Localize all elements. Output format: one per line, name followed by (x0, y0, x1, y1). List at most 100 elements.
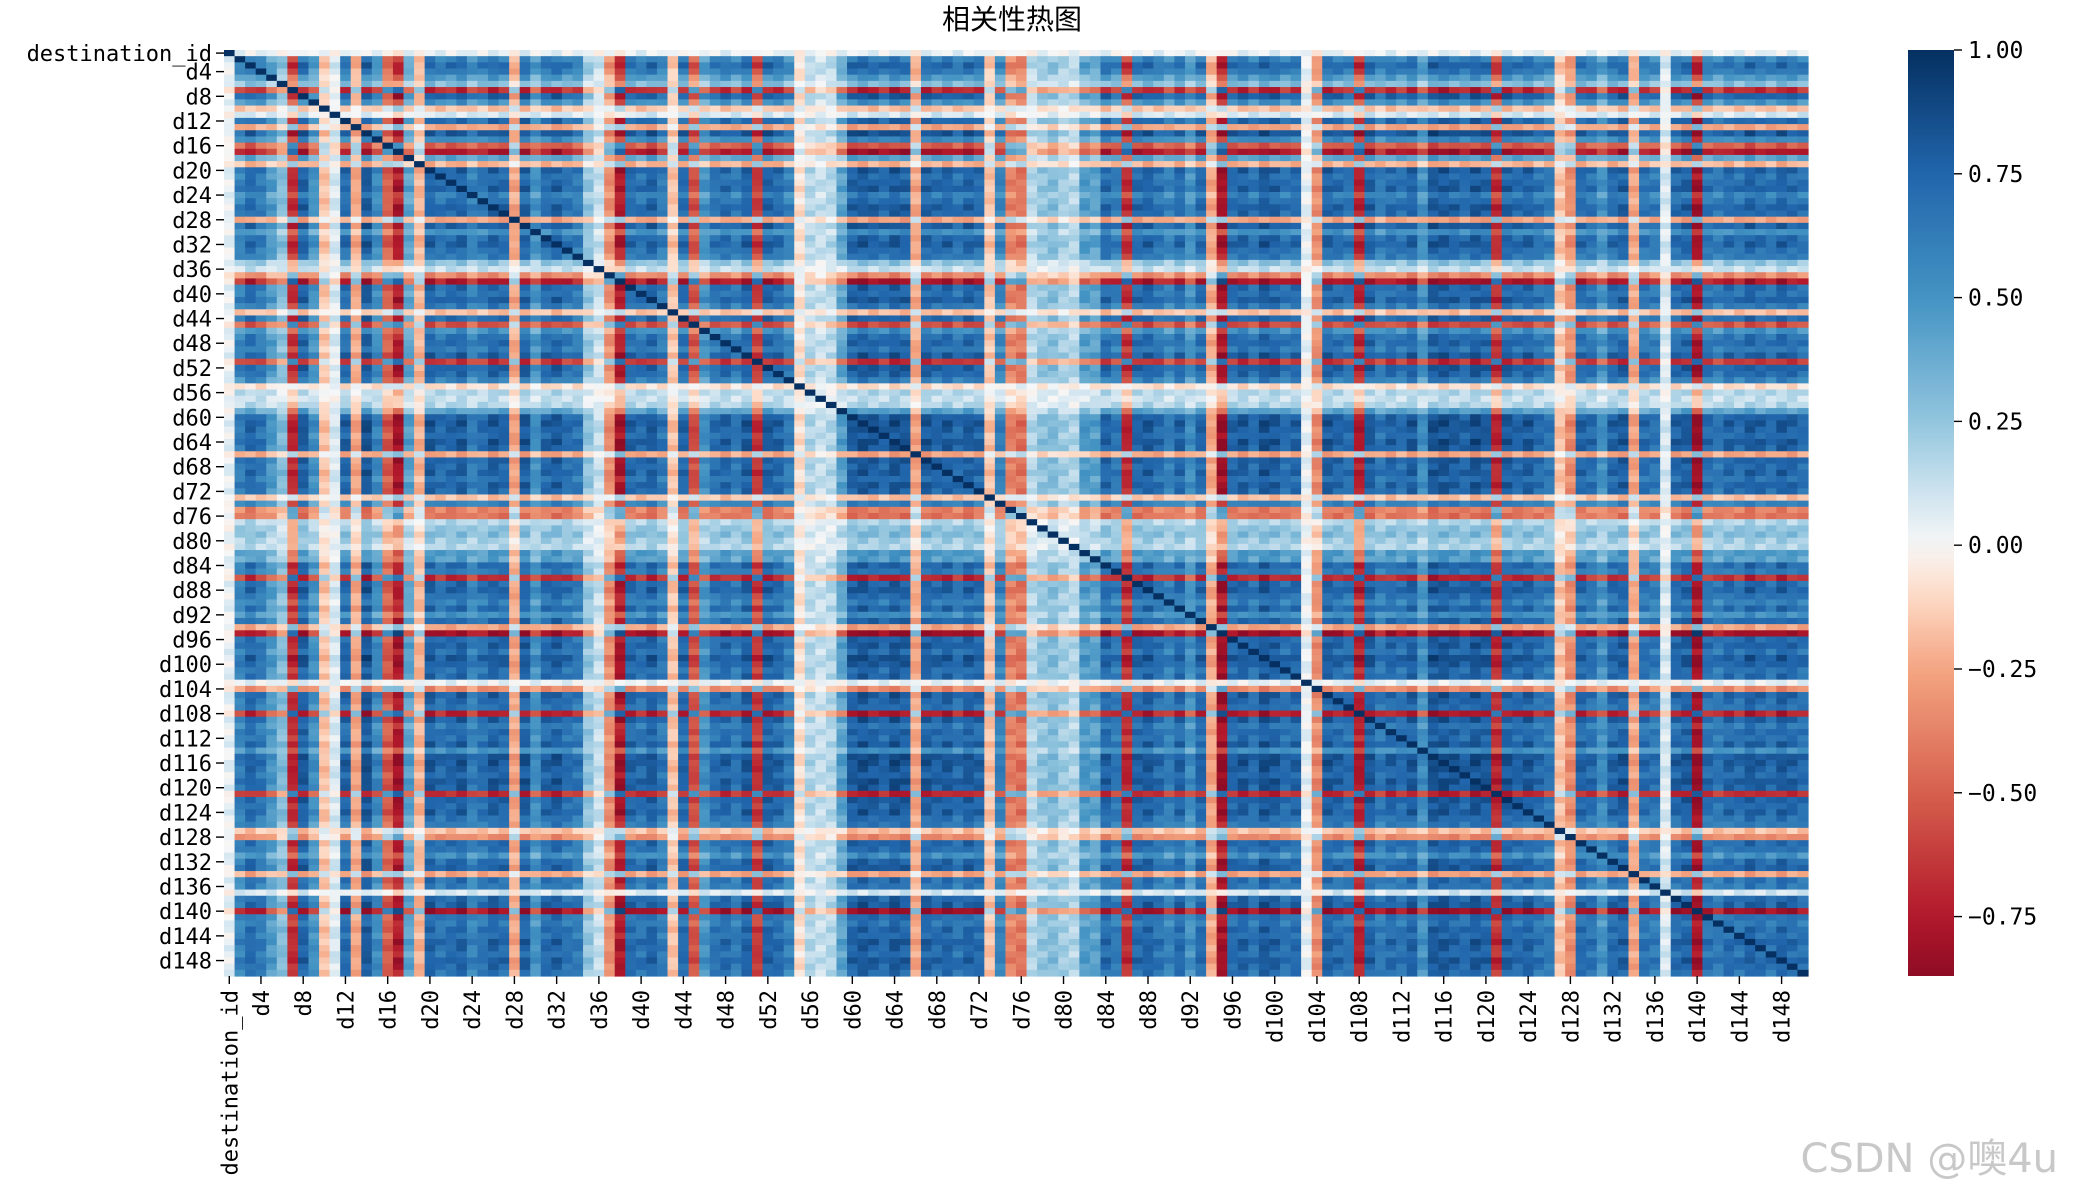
heatmap-cell (1417, 56, 1428, 63)
heatmap-cell (340, 106, 351, 113)
heatmap-cell (752, 87, 763, 94)
heatmap-cell (1681, 62, 1692, 69)
heatmap-cell (1607, 81, 1618, 88)
heatmap-cell (425, 93, 436, 100)
heatmap-cell (245, 75, 256, 82)
heatmap-cell (710, 112, 721, 119)
heatmap-cell (995, 50, 1006, 57)
heatmap-cell (1090, 87, 1101, 94)
heatmap-cell (245, 106, 256, 113)
heatmap-cell (1248, 75, 1259, 82)
heatmap-cell (372, 118, 383, 125)
heatmap-cell (393, 56, 404, 63)
heatmap-cell (1269, 81, 1280, 88)
heatmap-cell (1734, 75, 1745, 82)
heatmap-cell (1650, 106, 1661, 113)
heatmap-cell (520, 99, 531, 106)
heatmap-cell (1766, 112, 1777, 119)
heatmap-cell (1428, 56, 1439, 63)
heatmap-cell (1576, 106, 1587, 113)
heatmap-cell (1713, 112, 1724, 119)
heatmap-cell (382, 62, 393, 69)
heatmap-cell (1005, 112, 1016, 119)
heatmap-cell (1396, 69, 1407, 76)
heatmap-cell (1755, 112, 1766, 119)
heatmap-cell (551, 118, 562, 125)
heatmap-cell (1787, 56, 1798, 63)
heatmap-cell (1544, 62, 1555, 69)
heatmap-cell (1417, 87, 1428, 94)
heatmap-cell (1481, 56, 1492, 63)
heatmap-cell (414, 87, 425, 94)
heatmap-cell (1396, 81, 1407, 88)
heatmap-cell (477, 69, 488, 76)
heatmap-cell (1523, 99, 1534, 106)
heatmap-cell (773, 75, 784, 82)
heatmap-cell (1206, 93, 1217, 100)
heatmap-cell (731, 87, 742, 94)
heatmap-cell (678, 75, 689, 82)
heatmap-cell (1702, 81, 1713, 88)
heatmap-cell (805, 106, 816, 113)
heatmap-cell (256, 118, 267, 125)
heatmap-cell (477, 99, 488, 106)
heatmap-cell (1797, 69, 1808, 76)
heatmap-cell (1628, 75, 1639, 82)
heatmap-cell (351, 93, 362, 100)
heatmap-cell (1797, 75, 1808, 82)
heatmap-cell (1206, 69, 1217, 76)
heatmap-cell (1248, 93, 1259, 100)
heatmap-cell (1217, 106, 1228, 113)
heatmap-cell (235, 75, 246, 82)
heatmap-cell (805, 112, 816, 119)
heatmap-cell (1354, 81, 1365, 88)
heatmap-cell (1174, 75, 1185, 82)
heatmap-cell (235, 50, 246, 57)
heatmap-cell (900, 81, 911, 88)
heatmap-cell (1787, 112, 1798, 119)
heatmap-cell (1671, 87, 1682, 94)
heatmap-cell (689, 56, 700, 63)
heatmap-cell (1660, 81, 1671, 88)
heatmap-cell (1143, 50, 1154, 57)
heatmap-cell (256, 87, 267, 94)
heatmap-cell (446, 99, 457, 106)
heatmap-cell (1597, 81, 1608, 88)
heatmap-cell (277, 118, 288, 125)
heatmap-cell (1111, 99, 1122, 106)
heatmap-cell (1111, 69, 1122, 76)
heatmap-cell (794, 99, 805, 106)
heatmap-cell (1438, 56, 1449, 63)
heatmap-cell (1502, 56, 1513, 63)
heatmap-cell (689, 75, 700, 82)
heatmap-cell (298, 106, 309, 113)
heatmap-cell (1586, 62, 1597, 69)
heatmap-cell (889, 112, 900, 119)
heatmap-cell (1100, 69, 1111, 76)
heatmap-cell (1301, 81, 1312, 88)
heatmap-cell (583, 56, 594, 63)
heatmap-cell (1502, 99, 1513, 106)
heatmap-cell (1386, 81, 1397, 88)
heatmap-cell (1386, 112, 1397, 119)
heatmap-cell (805, 93, 816, 100)
heatmap-cell (1269, 62, 1280, 69)
heatmap-cell (1174, 62, 1185, 69)
heatmap-cell (1269, 69, 1280, 76)
heatmap-cell (1100, 99, 1111, 106)
heatmap-cell (1797, 56, 1808, 63)
heatmap-cell (963, 106, 974, 113)
heatmap-cell (404, 112, 415, 119)
heatmap-cell (1417, 81, 1428, 88)
heatmap-cell (868, 56, 879, 63)
heatmap-cell (1692, 99, 1703, 106)
heatmap-cell (763, 62, 774, 69)
heatmap-cell (1639, 106, 1650, 113)
heatmap-cell (1196, 75, 1207, 82)
heatmap-cell (1523, 106, 1534, 113)
heatmap-cell (604, 75, 615, 82)
heatmap-cell (826, 69, 837, 76)
heatmap-cell (594, 93, 605, 100)
heatmap-cell (815, 50, 826, 57)
heatmap-cell (689, 106, 700, 113)
